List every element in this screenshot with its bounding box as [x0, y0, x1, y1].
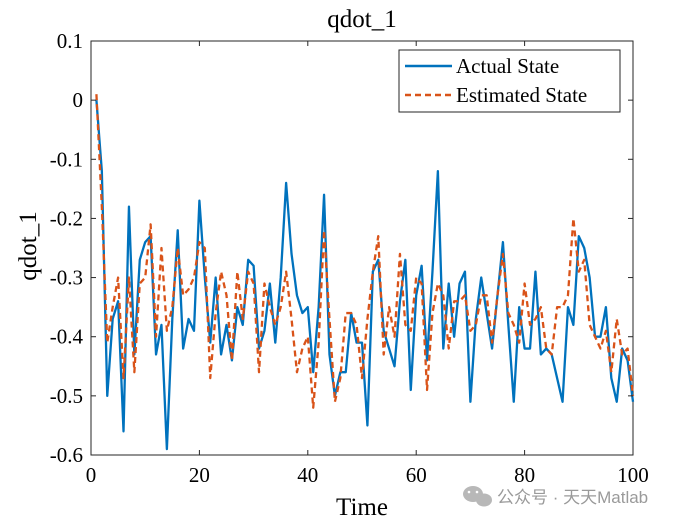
x-tick-label: 0: [86, 463, 97, 487]
y-axis-label: qdot_1: [15, 211, 42, 280]
y-tick-label: -0.2: [50, 206, 83, 230]
y-tick-label: -0.4: [50, 325, 84, 349]
watermark-text: 公众号 · 天天Matlab: [497, 488, 648, 507]
legend-label-actual: Actual State: [456, 54, 559, 78]
x-axis-label: Time: [336, 494, 388, 521]
x-tick-label: 80: [514, 463, 535, 487]
x-tick-label: 60: [406, 463, 427, 487]
x-tick-label: 40: [297, 463, 318, 487]
legend: Actual State Estimated State: [398, 49, 621, 113]
x-axis: 0 20 40 60 80 100: [86, 41, 649, 487]
y-tick-label: -0.1: [50, 147, 83, 171]
y-tick-label: -0.3: [50, 266, 83, 290]
y-tick-label: -0.6: [50, 443, 83, 467]
x-tick-label: 20: [189, 463, 210, 487]
y-tick-label: -0.5: [50, 384, 83, 408]
y-tick-label: 0: [73, 88, 84, 112]
y-axis: 0.1 0 -0.1 -0.2 -0.3 -0.4 -0.5 -0.6: [50, 29, 633, 467]
legend-label-estimated: Estimated State: [456, 83, 587, 107]
estimated-state-line: [95, 94, 635, 409]
wechat-icon: [463, 486, 492, 507]
y-tick-label: 0.1: [57, 29, 83, 53]
watermark: 公众号 · 天天Matlab: [463, 486, 648, 507]
actual-state-line: [95, 100, 635, 451]
legend-box: [398, 49, 621, 113]
chart-title: qdot_1: [327, 6, 396, 33]
x-tick-label: 100: [617, 463, 649, 487]
series-lines: [95, 94, 635, 451]
